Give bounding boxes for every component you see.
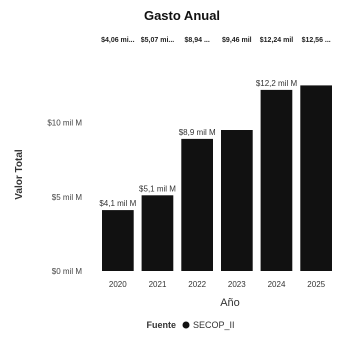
legend-marker-icon — [182, 321, 190, 329]
legend-series-label: SECOP_II — [193, 320, 235, 330]
x-tick-label: 2024 — [268, 280, 286, 289]
top-value-label: $8,94 ... — [185, 37, 210, 44]
x-tick-label: 2023 — [228, 280, 246, 289]
chart-title: Gasto Anual — [144, 8, 220, 23]
x-tick-label: 2025 — [307, 280, 325, 289]
bar-2021 — [141, 195, 174, 271]
top-value-label: $4,06 mi... — [101, 37, 135, 44]
x-tick-label: 2020 — [109, 280, 127, 289]
bar-2024 — [260, 89, 293, 272]
top-value-label: $9,46 mil — [222, 37, 252, 44]
x-tick-label: 2022 — [188, 280, 206, 289]
bar-data-label: $8,9 mil M — [179, 128, 216, 137]
bar-2025 — [300, 85, 332, 272]
bar-2020 — [102, 210, 134, 271]
bar-2022 — [181, 138, 213, 271]
top-value-label: $5,07 mi... — [141, 37, 175, 44]
legend-title: Fuente — [146, 320, 176, 330]
top-value-label: $12,56 ... — [302, 37, 331, 44]
y-axis-title: Valor Total — [14, 149, 25, 200]
x-tick-label: 2021 — [149, 280, 167, 289]
y-tick-label: $0 mil M — [52, 267, 83, 276]
y-tick-label: $5 mil M — [52, 193, 83, 202]
bar-data-label: $5,1 mil M — [139, 184, 176, 193]
bar-2023 — [221, 130, 253, 271]
bar-data-label: $4,1 mil M — [99, 199, 136, 208]
top-value-label: $12,24 mil — [260, 37, 294, 44]
y-tick-label: $10 mil M — [47, 119, 82, 128]
bar-data-label: $12,2 mil M — [256, 79, 298, 88]
x-axis-title: Año — [220, 297, 240, 309]
